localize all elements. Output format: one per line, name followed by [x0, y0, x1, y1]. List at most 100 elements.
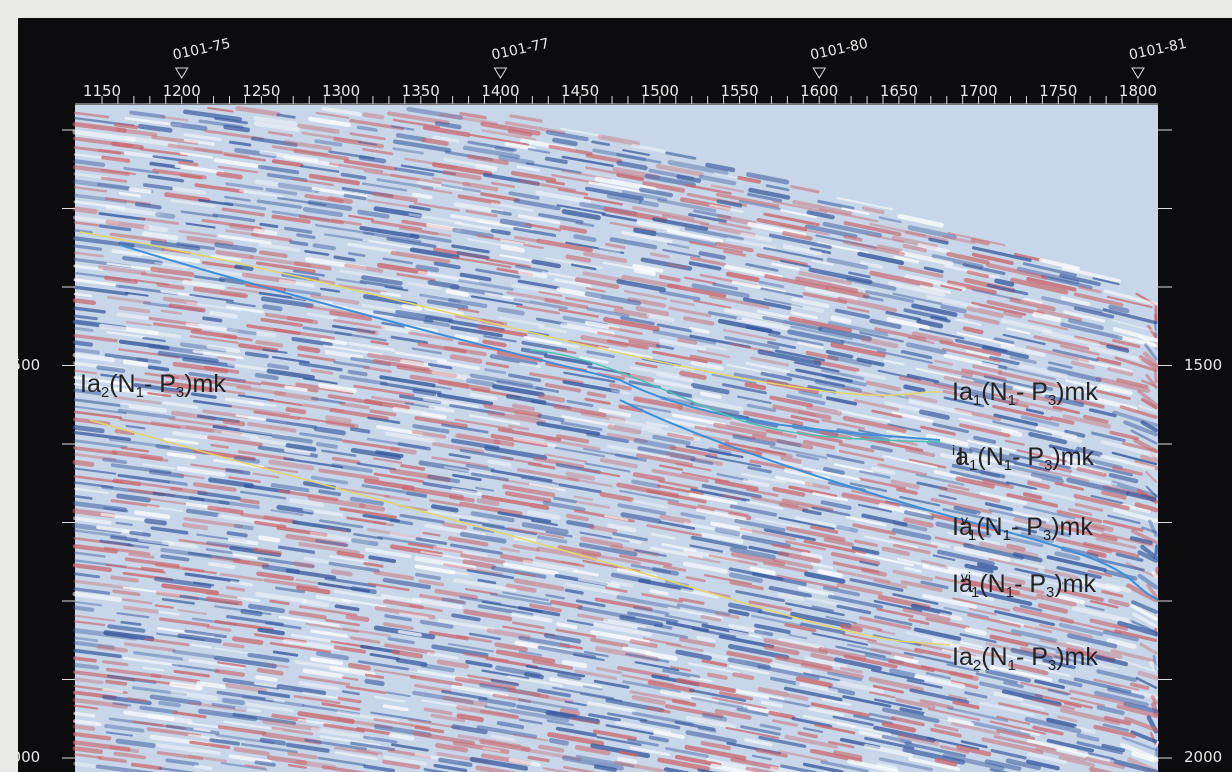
reflector — [526, 674, 541, 677]
label-part: )mk — [184, 370, 226, 398]
reflector — [300, 348, 318, 351]
label-part: - P — [1011, 513, 1043, 541]
label-part: a — [955, 443, 969, 471]
reflector — [636, 230, 655, 233]
label-part: 2 — [101, 384, 109, 401]
label-part: 3 — [176, 384, 184, 401]
reflector — [415, 391, 434, 394]
depth-label-right: 2000 — [1184, 748, 1222, 766]
x-tick-label: 1700 — [960, 82, 998, 100]
label-part: 1 — [1004, 457, 1012, 474]
reflector — [1154, 573, 1156, 577]
reflector — [350, 372, 366, 374]
reflector — [997, 281, 1012, 284]
reflector — [204, 318, 220, 320]
reflector — [350, 665, 368, 668]
label-part: Ia — [952, 378, 973, 406]
reflector — [699, 638, 714, 641]
label-part: 1 — [969, 457, 977, 474]
reflector — [1155, 371, 1156, 382]
reflector — [367, 681, 382, 683]
seismic-figure: 1150120012501300135014001450150015501600… — [0, 0, 1232, 772]
depth-label-left: 1500 — [2, 356, 40, 374]
reflector — [318, 444, 336, 447]
reflector — [414, 195, 431, 198]
reflector — [243, 611, 260, 613]
label-part: 1 — [136, 384, 144, 401]
label-part: vi — [961, 569, 971, 585]
reflector — [352, 429, 369, 432]
reflector — [479, 501, 497, 504]
label-part: 1 — [1008, 657, 1016, 674]
label-part: - P — [1016, 378, 1048, 406]
reflector — [258, 333, 274, 335]
reflector — [333, 572, 350, 575]
reflector — [75, 748, 101, 751]
reflector — [236, 526, 252, 528]
reflector — [262, 740, 284, 743]
reflector — [361, 506, 382, 509]
label-part: 1 — [1008, 392, 1016, 409]
reflector — [497, 148, 512, 151]
label-part: 1 — [968, 527, 976, 544]
label-part: )mk — [1051, 513, 1093, 541]
reflector — [315, 245, 334, 248]
label-part: 1 — [1006, 584, 1014, 601]
label-part: - P — [1014, 570, 1046, 598]
reflector — [496, 442, 512, 445]
reflector — [348, 617, 367, 620]
x-tick-label: 1650 — [880, 82, 918, 100]
x-tick-label: 1250 — [242, 82, 280, 100]
label-part: (N — [981, 378, 1007, 406]
label-part: 3 — [1046, 584, 1054, 601]
reflector — [264, 307, 280, 309]
label-part: v — [961, 512, 968, 528]
x-tick-label: 1750 — [1039, 82, 1077, 100]
reflector — [75, 300, 94, 302]
reflector — [196, 766, 211, 768]
label-part: )mk — [1054, 570, 1096, 598]
reflector — [478, 166, 495, 169]
reflector — [256, 762, 273, 765]
reflector — [184, 525, 206, 528]
reflector — [75, 658, 95, 661]
reflector — [641, 202, 657, 205]
label-part: Ia — [80, 370, 101, 398]
reflector — [619, 759, 635, 762]
reflector — [236, 267, 251, 269]
reflector — [493, 231, 509, 234]
reflector — [131, 189, 150, 192]
x-tick-label: 1450 — [561, 82, 599, 100]
reflector — [404, 306, 420, 309]
reflector — [158, 214, 173, 216]
reflector — [160, 703, 179, 706]
x-tick-label: 1400 — [481, 82, 519, 100]
label-part: (N — [979, 570, 1005, 598]
reflector — [551, 740, 566, 743]
reflector — [146, 227, 166, 230]
x-tick-label: 1550 — [720, 82, 758, 100]
label-part: 3 — [1043, 527, 1051, 544]
reflector — [131, 533, 149, 535]
reflector — [296, 564, 312, 566]
label-part: 1 — [973, 392, 981, 409]
reflector — [116, 125, 136, 128]
reflector — [291, 242, 307, 244]
label-part: (N — [981, 643, 1007, 671]
label-part: - P — [144, 370, 176, 398]
reflector — [170, 482, 186, 484]
reflector — [261, 538, 278, 541]
label-part: - P — [1012, 443, 1044, 471]
label-part: - P — [1016, 643, 1048, 671]
reflector — [1156, 546, 1157, 554]
reflector — [242, 500, 258, 502]
reflector — [180, 162, 197, 164]
x-tick-label: 1600 — [800, 82, 838, 100]
depth-label-right: 1500 — [1184, 356, 1222, 374]
depth-label-left: 2000 — [2, 748, 40, 766]
label-part: 1 — [971, 584, 979, 601]
reflector — [532, 505, 547, 508]
reflector — [304, 602, 327, 605]
x-tick-label: 1800 — [1119, 82, 1157, 100]
reflector — [75, 462, 92, 464]
